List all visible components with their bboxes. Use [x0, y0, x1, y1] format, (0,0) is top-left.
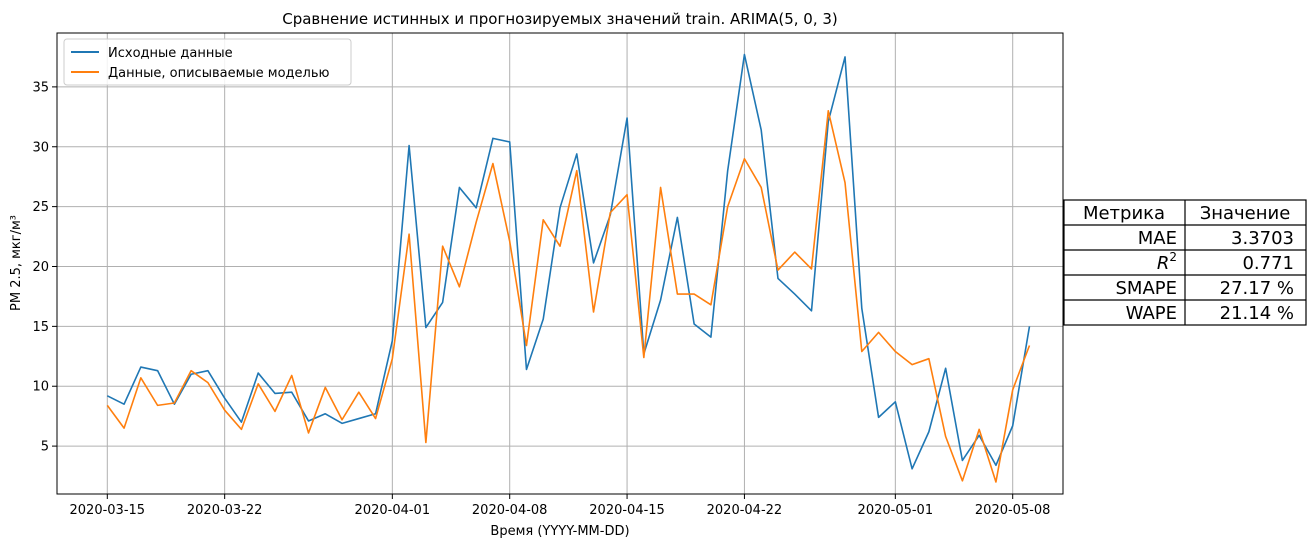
table-cell-value-wape: 21.14 % — [1220, 303, 1294, 324]
y-tick-label: 15 — [32, 320, 49, 335]
table-cell-metric-mae: MAE — [1138, 228, 1177, 249]
legend: Исходные данные Данные, описываемые моде… — [63, 38, 352, 86]
y-tick-label: 35 — [32, 80, 49, 95]
x-tick-label: 2020-03-22 — [187, 503, 263, 518]
table-cell-value-smape: 27.17 % — [1220, 278, 1294, 299]
y-axis-ticks: 5 10 15 20 25 30 35 — [32, 80, 57, 455]
y-tick-label: 5 — [41, 440, 49, 455]
r2-superscript: 2 — [1169, 250, 1177, 264]
y-tick-label: 20 — [32, 260, 49, 275]
y-tick-label: 10 — [32, 380, 49, 395]
series-line-model — [106, 110, 1031, 483]
x-tick-label: 2020-03-15 — [70, 503, 146, 518]
x-axis-ticks: 2020-03-15 2020-03-22 2020-04-01 2020-04-08… — [70, 494, 1051, 518]
table-cell-metric-smape: SMAPE — [1116, 278, 1178, 299]
x-axis-label: Время (YYYY-MM-DD) — [490, 524, 629, 539]
table-cell-value-mae: 3.3703 — [1231, 228, 1294, 249]
x-gridlines — [106, 33, 1014, 494]
table-cell-metric-wape: WAPE — [1126, 303, 1177, 324]
legend-label-original: Исходные данные — [108, 46, 233, 61]
plot-frame — [56, 32, 1064, 495]
x-tick-label: 2020-04-01 — [355, 503, 431, 518]
x-tick-label: 2020-04-22 — [707, 503, 783, 518]
table-cell-metric-r2: R2 — [1157, 250, 1177, 274]
series-layer — [106, 53, 1031, 483]
y-tick-label: 25 — [32, 200, 49, 215]
chart-title: Сравнение истинных и прогнозируемых знач… — [282, 10, 838, 28]
x-tick-label: 2020-05-08 — [975, 503, 1051, 518]
y-axis-label: PM 2.5, мкг/м³ — [9, 215, 24, 311]
r2-base: R — [1157, 253, 1170, 274]
y-tick-label: 30 — [32, 140, 49, 155]
series-line-original — [106, 53, 1031, 470]
legend-label-model: Данные, описываемые моделью — [108, 66, 330, 81]
metrics-table: Метрика Значение MAE 3.3703 R2 0.771 SMA… — [1063, 199, 1307, 326]
legend-box — [63, 38, 352, 86]
x-tick-label: 2020-05-01 — [858, 503, 934, 518]
table-header-value: Значение — [1200, 203, 1291, 224]
table-header-metric: Метрика — [1083, 203, 1165, 224]
x-tick-label: 2020-04-15 — [589, 503, 665, 518]
x-tick-label: 2020-04-08 — [472, 503, 548, 518]
y-gridlines — [57, 86, 1063, 447]
table-cell-value-r2: 0.771 — [1242, 253, 1294, 274]
